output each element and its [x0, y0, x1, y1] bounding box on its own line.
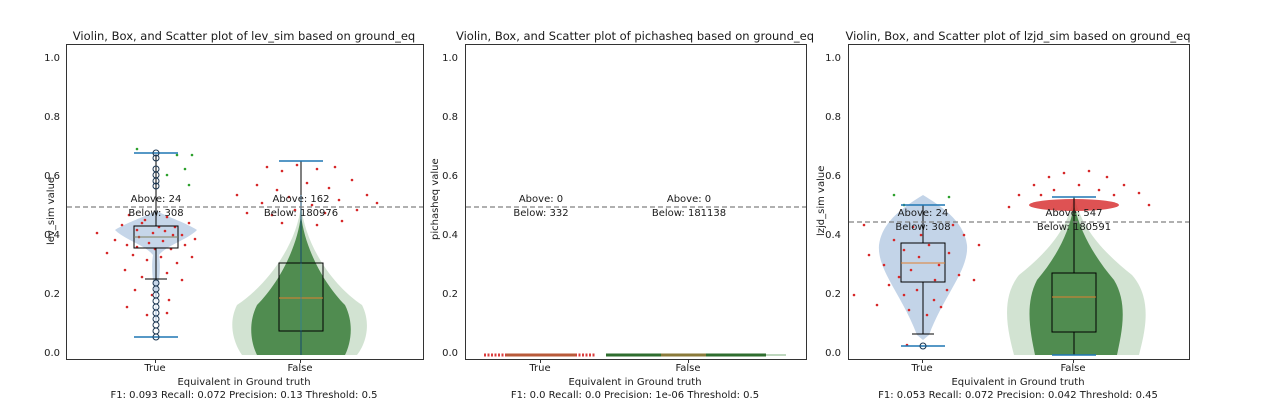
above-count: Above: 24 [130, 194, 182, 205]
xtick-label-true: True [911, 363, 933, 374]
ytick-label: 0.6 [825, 171, 841, 182]
plot-area: Above: 24 Below: 308 Above: 547 Below: 1… [848, 44, 1190, 360]
chart-title: Violin, Box, and Scatter plot of lev_sim… [72, 29, 416, 43]
ytick-label: 0.2 [442, 289, 458, 300]
xtick-mark [155, 359, 156, 363]
ytick-label: 0.2 [825, 289, 841, 300]
below-count: Below: 181138 [651, 208, 727, 219]
annotation-true: Above: 24 Below: 308 [128, 193, 183, 221]
below-count: Below: 180976 [263, 208, 339, 219]
x-axis-label: Equivalent in Ground truth F1: 0.053 Rec… [878, 376, 1158, 402]
xtick-mark [688, 359, 689, 363]
xtick-mark [540, 359, 541, 363]
xtick-mark [922, 359, 923, 363]
metrics-text: F1: 0.093 Recall: 0.072 Precision: 0.13 … [110, 390, 378, 401]
annotation-true: Above: 0 Below: 332 [513, 193, 568, 221]
above-count: Above: 0 [518, 194, 564, 205]
plot-area: Above: 24 Below: 308 Above: 162 Below: 1… [66, 44, 424, 360]
above-count: Above: 162 [272, 194, 330, 205]
ytick-label: 0.6 [442, 171, 458, 182]
below-count: Below: 180591 [1036, 222, 1112, 233]
plot-area: Above: 0 Below: 332 Above: 0 Below: 1811… [465, 44, 807, 360]
ytick-label: 0.8 [44, 112, 60, 123]
below-count: Below: 308 [895, 222, 951, 233]
xtick-mark [1073, 359, 1074, 363]
above-count: Above: 547 [1045, 208, 1103, 219]
annotation-false: Above: 547 Below: 180591 [1037, 207, 1111, 235]
ytick-label: 0.4 [825, 230, 841, 241]
plot-graphics [67, 147, 423, 355]
x-axis-title: Equivalent in Ground truth [177, 377, 311, 388]
metrics-text: F1: 0.0 Recall: 0.0 Precision: 1e-06 Thr… [510, 390, 760, 401]
xtick-label-false: False [1060, 363, 1086, 374]
metrics-text: F1: 0.053 Recall: 0.072 Precision: 0.042… [878, 390, 1158, 401]
ytick-label: 1.0 [442, 53, 458, 64]
x-axis-title: Equivalent in Ground truth [951, 377, 1085, 388]
x-axis-label: Equivalent in Ground truth F1: 0.093 Rec… [110, 376, 377, 402]
below-count: Below: 308 [128, 208, 184, 219]
plot-graphics [466, 206, 806, 357]
ytick-label: 0.2 [44, 289, 60, 300]
y-axis-label: lzjd_sim value [816, 165, 827, 236]
annotation-true: Above: 24 Below: 308 [895, 207, 950, 235]
xtick-mark [300, 359, 301, 363]
ytick-label: 0.0 [825, 348, 841, 359]
above-count: Above: 24 [897, 208, 949, 219]
annotation-false: Above: 162 Below: 180976 [264, 193, 338, 221]
ytick-label: 0.0 [44, 348, 60, 359]
ytick-label: 0.0 [442, 348, 458, 359]
plot-graphics [849, 169, 1189, 356]
above-count: Above: 0 [666, 194, 712, 205]
ytick-label: 0.8 [825, 112, 841, 123]
x-axis-label: Equivalent in Ground truth F1: 0.0 Recal… [511, 376, 759, 402]
ytick-label: 1.0 [825, 53, 841, 64]
ytick-label: 1.0 [44, 53, 60, 64]
chart-title: Violin, Box, and Scatter plot of pichash… [455, 29, 815, 43]
xtick-label-true: True [144, 363, 166, 374]
ytick-label: 0.8 [442, 112, 458, 123]
x-axis-title: Equivalent in Ground truth [568, 377, 702, 388]
y-axis-label: pichasheq value [430, 158, 441, 240]
y-axis-label: lev_sim value [46, 176, 57, 245]
chart-title: Violin, Box, and Scatter plot of lzjd_si… [845, 29, 1191, 43]
below-count: Below: 332 [513, 208, 569, 219]
ytick-label: 0.4 [44, 230, 60, 241]
xtick-label-false: False [287, 363, 313, 374]
xtick-label-true: True [529, 363, 551, 374]
ytick-label: 0.4 [442, 230, 458, 241]
xtick-label-false: False [675, 363, 701, 374]
ytick-label: 0.6 [44, 171, 60, 182]
annotation-false: Above: 0 Below: 181138 [652, 193, 726, 221]
